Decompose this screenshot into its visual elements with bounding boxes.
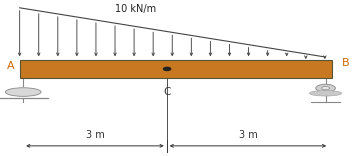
Text: 10 kN/m: 10 kN/m [115, 4, 156, 14]
Ellipse shape [310, 90, 342, 96]
Text: B: B [342, 58, 350, 68]
Ellipse shape [322, 86, 330, 90]
Text: C: C [163, 87, 170, 97]
Circle shape [164, 67, 171, 71]
Text: 3 m: 3 m [238, 130, 257, 140]
Ellipse shape [316, 84, 336, 92]
Text: A: A [7, 61, 15, 71]
Text: 3 m: 3 m [86, 130, 104, 140]
Ellipse shape [5, 88, 41, 96]
Bar [20, 60, 332, 78]
